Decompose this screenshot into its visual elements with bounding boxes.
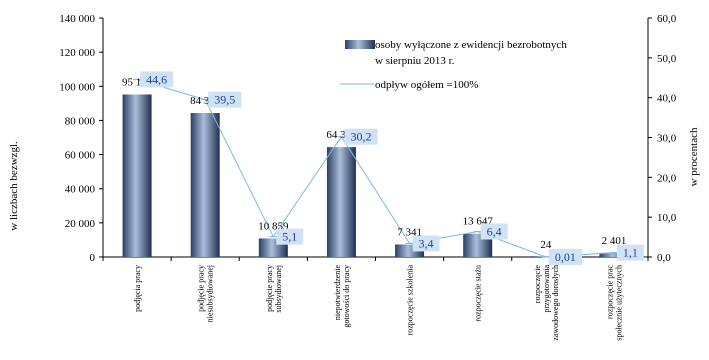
- left-tick-label: 40 000: [65, 184, 96, 196]
- bar: [326, 147, 356, 257]
- right-tick-label: 30,0: [657, 133, 677, 145]
- line-label-box: [548, 248, 583, 265]
- line-label-box: [480, 223, 508, 240]
- line-value-label: 30,2: [351, 130, 372, 144]
- left-tick-label: 20 000: [65, 218, 96, 230]
- category-label: przygotowania: [542, 265, 551, 313]
- category-labels: podjęcia pracy podjęcie pracy niesubsydiow…: [133, 265, 623, 341]
- bar: [463, 233, 493, 257]
- right-tick-label: 20,0: [657, 172, 677, 184]
- line-value-label: 6,4: [487, 225, 502, 239]
- left-tick-label: 60 000: [65, 150, 96, 162]
- right-tick-label: 10,0: [657, 212, 677, 224]
- bar-value-label: 2 401: [602, 235, 627, 247]
- category-label: niesubsydiowanej: [206, 265, 215, 322]
- left-tick-label: 120 000: [59, 47, 95, 59]
- category-label: subsydiowanej: [274, 265, 283, 313]
- right-axis-ticks: 0,0 10,0 20,0 30,0 40,0 50,0 60,0: [648, 13, 677, 264]
- right-tick-label: 40,0: [657, 93, 677, 105]
- left-tick-label: 100 000: [59, 81, 95, 93]
- bar: [190, 113, 220, 257]
- line-series: [133, 78, 618, 258]
- right-tick-label: 0,0: [657, 252, 671, 264]
- series-line: [136, 78, 614, 258]
- right-tick-label: 50,0: [657, 53, 677, 65]
- legend-bar-swatch: [345, 40, 375, 49]
- line-value-label: 44,6: [146, 72, 167, 86]
- category-label: rozpoczęcie stażu: [474, 265, 483, 322]
- line-value-labels: 44,6 39,5 5,1 30,2 3,4 6,4 0,01 1,1: [140, 71, 644, 265]
- line-label-box: [140, 71, 174, 88]
- category-label: rozpoczęcie prac: [605, 265, 614, 319]
- left-axis-title: w liczbach bezwzgl.: [8, 141, 20, 231]
- category-label: zawodowego dorosłych: [551, 265, 560, 341]
- category-label: społecznie użytecznych: [614, 265, 623, 341]
- line-label-box: [412, 235, 440, 252]
- line-value-label: 5,1: [282, 230, 297, 244]
- legend-bar-label-line2: w sierpniu 2013 r.: [375, 55, 455, 67]
- line-label-box: [616, 244, 644, 261]
- line-label-box: [276, 228, 304, 245]
- left-axis-ticks: 0 20 000 40 000 60 000 80 000 100 000 120 000 1…: [59, 13, 103, 264]
- category-label: rozpoczęcie szkolenia: [406, 265, 415, 336]
- category-label: rozpoczęcie: [533, 265, 542, 304]
- right-axis-title: w procentach: [688, 127, 700, 186]
- legend-line-label: odpływ ogółem =100%: [375, 79, 478, 91]
- bar: [599, 252, 629, 257]
- line-label-box: [208, 91, 242, 108]
- category-label: podjęcie pracy: [197, 265, 206, 312]
- bar-value-label: 24: [540, 239, 552, 251]
- category-label: podjęcia pracy: [133, 265, 142, 312]
- line-value-label: 39,5: [214, 93, 235, 107]
- left-tick-label: 80 000: [65, 115, 96, 127]
- category-label: gotowości do pracy: [342, 265, 351, 328]
- category-label: podjęcie pracy: [265, 265, 274, 312]
- line-value-label: 1,1: [623, 246, 638, 260]
- legend: osoby wyłączone z ewidencji bezrobotnych…: [340, 39, 567, 91]
- bar: [122, 94, 152, 258]
- right-tick-label: 60,0: [657, 13, 677, 25]
- category-label: niepotwierdzenie: [333, 265, 342, 321]
- bar-series: [122, 94, 629, 258]
- line-value-label: 0,01: [555, 250, 576, 264]
- line-label-box: [344, 128, 378, 145]
- left-tick-label: 0: [90, 252, 96, 264]
- line-value-label: 3,4: [419, 236, 434, 250]
- left-tick-label: 140 000: [59, 13, 95, 25]
- legend-bar-label-line1: osoby wyłączone z ewidencji bezrobotnych: [375, 39, 567, 51]
